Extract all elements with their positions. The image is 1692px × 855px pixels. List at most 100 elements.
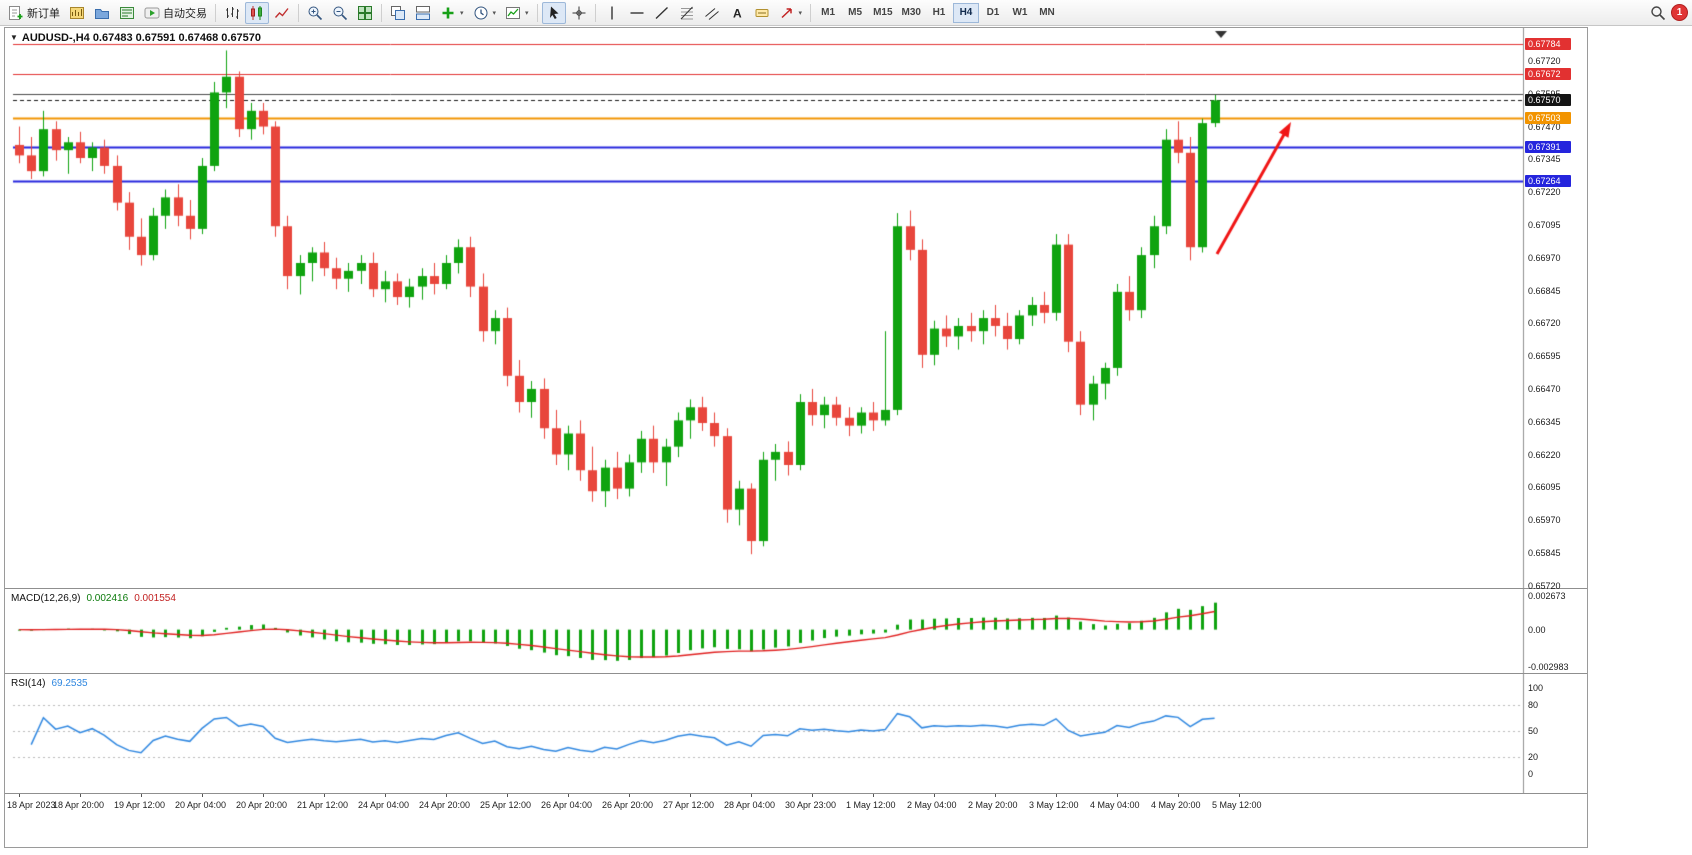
time-axis-label: 26 Apr 04:00 bbox=[541, 800, 593, 810]
timeframe-h1[interactable]: H1 bbox=[926, 3, 952, 23]
fibonacci-button[interactable] bbox=[675, 2, 699, 24]
new-order-button[interactable]: 新订单 bbox=[4, 2, 64, 24]
time-axis-label: 20 Apr 04:00 bbox=[175, 800, 227, 810]
time-axis-label: 30 Apr 23:00 bbox=[785, 800, 837, 810]
time-axis-label: 26 Apr 20:00 bbox=[602, 800, 654, 810]
notification-badge[interactable]: 1 bbox=[1671, 4, 1688, 21]
cascade-windows-button[interactable] bbox=[386, 2, 410, 24]
fibonacci-icon bbox=[680, 6, 693, 19]
text-button[interactable]: A bbox=[725, 2, 749, 24]
time-axis-tick bbox=[263, 794, 264, 797]
time-axis-label: 18 Apr 20:00 bbox=[53, 800, 105, 810]
timeframe-d1[interactable]: D1 bbox=[980, 3, 1006, 23]
time-axis-tick bbox=[751, 794, 752, 797]
chevron-down-icon: ▾ bbox=[460, 9, 464, 17]
timeframe-w1[interactable]: W1 bbox=[1007, 3, 1033, 23]
time-axis-tick bbox=[873, 794, 874, 797]
horizontal-line-button[interactable] bbox=[625, 2, 649, 24]
zoom-in-button[interactable] bbox=[303, 2, 327, 24]
market-watch-button[interactable] bbox=[115, 2, 139, 24]
time-axis-label: 21 Apr 12:00 bbox=[297, 800, 349, 810]
timeframe-m15[interactable]: M15 bbox=[869, 3, 896, 23]
autotrade-icon bbox=[144, 7, 160, 18]
chart-menu-icon[interactable]: ▼ bbox=[10, 33, 18, 42]
time-axis-label: 3 May 12:00 bbox=[1029, 800, 1079, 810]
zoom-out-icon bbox=[333, 6, 348, 20]
time-axis-label: 18 Apr 2023 bbox=[7, 800, 56, 810]
line-chart-icon bbox=[274, 7, 289, 18]
channel-button[interactable] bbox=[700, 2, 724, 24]
cascade-windows-icon bbox=[391, 5, 405, 20]
profiles-button[interactable] bbox=[90, 2, 114, 24]
svg-text:A: A bbox=[733, 6, 742, 20]
market-watch-icon bbox=[120, 6, 134, 19]
time-axis-label: 4 May 04:00 bbox=[1090, 800, 1140, 810]
time-axis-label: 5 May 12:00 bbox=[1212, 800, 1262, 810]
time-axis-tick bbox=[1117, 794, 1118, 797]
time-axis-tick bbox=[507, 794, 508, 797]
search-button[interactable] bbox=[1646, 2, 1670, 24]
autotrade-button[interactable]: 自动交易 bbox=[140, 2, 211, 24]
text-label-button[interactable] bbox=[750, 2, 774, 24]
zoom-in-icon bbox=[308, 6, 323, 20]
candlestick-chart-icon bbox=[251, 5, 262, 20]
toolbar-separator bbox=[298, 3, 299, 22]
timeframe-m30[interactable]: M30 bbox=[898, 3, 925, 23]
horizontal-line-icon bbox=[630, 11, 644, 14]
pane-separator[interactable] bbox=[5, 673, 1587, 674]
toolbar: 新订单 自动交易 bbox=[0, 0, 1692, 26]
time-axis-tick bbox=[1239, 794, 1240, 797]
tile-windows-icon bbox=[358, 5, 372, 20]
chevron-down-icon: ▾ bbox=[492, 9, 497, 17]
cursor-icon bbox=[549, 6, 559, 19]
cursor-button[interactable] bbox=[541, 1, 566, 24]
vertical-line-button[interactable] bbox=[600, 2, 624, 24]
vertical-line-icon bbox=[610, 6, 613, 19]
new-chart-button[interactable] bbox=[65, 2, 89, 24]
time-axis-tick bbox=[324, 794, 325, 797]
time-axis-tick bbox=[812, 794, 813, 797]
chevron-down-icon: ▾ bbox=[798, 9, 803, 17]
timeframe-mn[interactable]: MN bbox=[1034, 3, 1060, 23]
time-axis-tick bbox=[385, 794, 386, 797]
crosshair-button[interactable] bbox=[567, 2, 591, 24]
rsi-value: 69.2535 bbox=[51, 678, 88, 689]
time-axis-label: 19 Apr 12:00 bbox=[114, 800, 166, 810]
toolbar-separator bbox=[594, 3, 596, 22]
time-axis-tick bbox=[934, 794, 935, 797]
timeframe-m5[interactable]: M5 bbox=[842, 3, 868, 23]
price-axis[interactable] bbox=[1524, 28, 1587, 794]
symbol-title-row: ▼ AUDUSD-,H4 0.67483 0.67591 0.67468 0.6… bbox=[10, 32, 261, 44]
time-axis-tick bbox=[995, 794, 996, 797]
time-axis[interactable]: 18 Apr 2023 18 Apr 20:00 19 Apr 12:00 20 Ap… bbox=[5, 793, 1587, 818]
arrange-windows-button[interactable] bbox=[411, 2, 435, 24]
timeframe-m1[interactable]: M1 bbox=[815, 3, 841, 23]
time-axis-tick bbox=[690, 794, 691, 797]
time-axis-label: 25 Apr 12:00 bbox=[480, 800, 532, 810]
time-axis-label: 4 May 20:00 bbox=[1151, 800, 1201, 810]
new-chart-icon bbox=[70, 6, 84, 19]
line-chart-button[interactable] bbox=[270, 2, 294, 24]
templates-button[interactable]: ▾ bbox=[501, 2, 533, 24]
macd-signal-value: 0.001554 bbox=[134, 593, 176, 604]
periods-button[interactable]: ▾ bbox=[469, 2, 501, 24]
add-indicator-icon bbox=[442, 7, 454, 18]
trendline-button[interactable] bbox=[650, 2, 674, 24]
chart-canvas[interactable] bbox=[5, 28, 1587, 794]
add-indicator-button[interactable]: ▾ bbox=[436, 2, 468, 24]
timeframe-h4[interactable]: H4 bbox=[952, 2, 979, 23]
pane-separator[interactable] bbox=[5, 588, 1587, 589]
search-icon bbox=[1651, 5, 1666, 20]
toolbar-separator bbox=[536, 3, 538, 22]
macd-label-row: MACD(12,26,9) 0.002416 0.001554 bbox=[11, 593, 176, 604]
time-axis-tick bbox=[80, 794, 81, 797]
time-axis-tick bbox=[141, 794, 142, 797]
bar-chart-button[interactable] bbox=[220, 2, 244, 24]
candlestick-chart-button[interactable] bbox=[245, 1, 269, 24]
tile-windows-button[interactable] bbox=[353, 2, 377, 24]
arrow-tools-button[interactable]: ▾ bbox=[775, 2, 807, 24]
new-order-icon bbox=[9, 5, 23, 20]
time-axis-label: 2 May 20:00 bbox=[968, 800, 1018, 810]
toolbar-separator bbox=[215, 3, 216, 22]
zoom-out-button[interactable] bbox=[328, 2, 352, 24]
